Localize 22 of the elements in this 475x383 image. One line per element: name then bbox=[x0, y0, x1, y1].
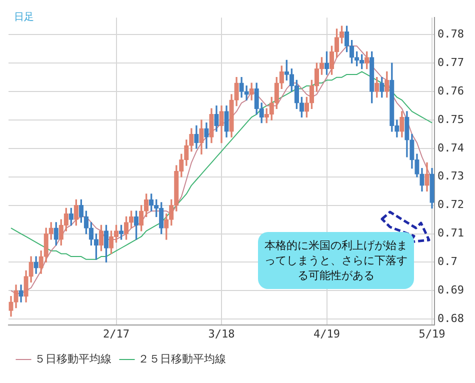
y-tick-label: 0.72 bbox=[438, 198, 464, 212]
x-tick-label: 5/19 bbox=[418, 327, 446, 340]
x-tick-label: 4/19 bbox=[314, 327, 340, 340]
y-tick-label: 0.7 bbox=[438, 255, 458, 268]
legend-label: ５日移動平均線 bbox=[34, 352, 112, 366]
y-tick-label: 0.74 bbox=[438, 141, 464, 154]
x-tick-label: 3/18 bbox=[208, 327, 235, 340]
annotation: 本格的に米国の利上げが始まってしまうと、さらに下落する可能性がある bbox=[258, 232, 414, 289]
y-tick-label: 0.71 bbox=[438, 226, 464, 240]
annotation: 日足 bbox=[14, 11, 34, 24]
y-tick-label: 0.75 bbox=[438, 112, 464, 126]
candlestick bbox=[219, 105, 224, 144]
legend-label: ２５日移動平均線 bbox=[138, 352, 226, 366]
y-tick-label: 0.73 bbox=[438, 170, 464, 183]
y-tick-label: 0.78 bbox=[438, 28, 464, 41]
candlestick bbox=[249, 82, 254, 100]
y-tick-label: 0.69 bbox=[438, 284, 464, 297]
x-tick-label: 2/17 bbox=[103, 327, 130, 340]
y-tick-label: 0.77 bbox=[438, 56, 464, 69]
y-tick-label: 0.68 bbox=[438, 312, 464, 325]
y-tick-label: 0.76 bbox=[438, 84, 464, 98]
candlestick bbox=[244, 86, 249, 100]
